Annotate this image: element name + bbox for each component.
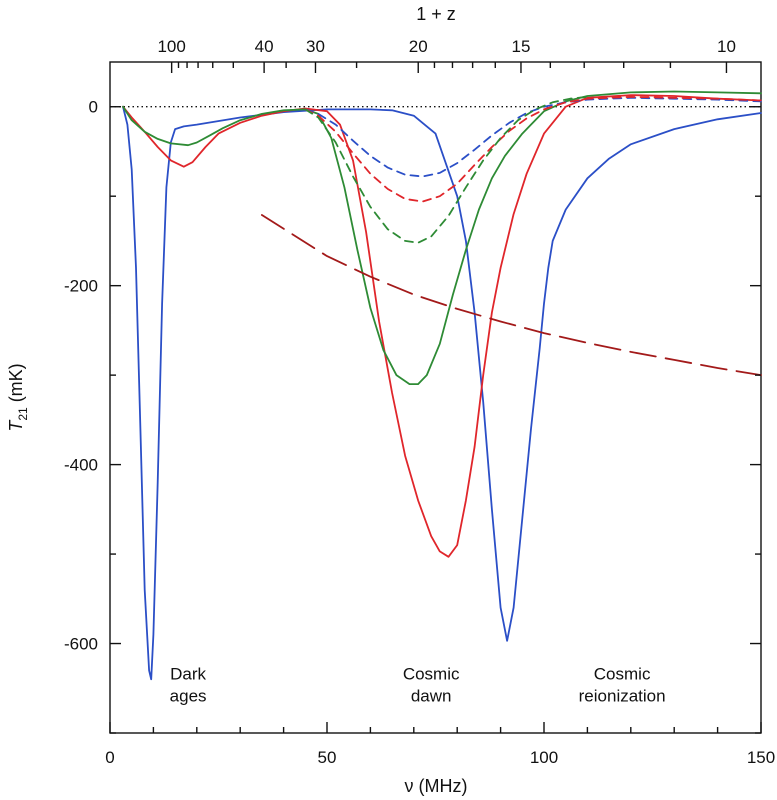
x-tick-label: 50 [318,748,337,767]
annotation-line: Cosmic [594,664,651,683]
x-tick-label: 0 [105,748,114,767]
phase-annotation-1: Dark ages [170,664,207,705]
series-layer [122,90,762,681]
top-tick-label: 100 [157,37,185,56]
annotation-line: dawn [411,686,452,705]
series-line-2 [122,94,762,558]
annotation-layer: Dark ages Cosmic dawn Cosmic reionization [170,664,666,705]
axes-layer: 0 50 100 150 0 -200 -400 -600 100 40 30 20 15 10 [64,37,775,767]
x-tick-label: 150 [747,748,775,767]
y-axis-symbol: T [6,419,26,432]
top-tick-label: 15 [512,37,531,56]
y-axis-unit: (mK) [6,363,26,407]
y-tick-label: -400 [64,456,98,475]
x-tick-label: 100 [530,748,558,767]
y-tick-label: 0 [89,98,98,117]
top-tick-label: 30 [306,37,325,56]
annotation-line: Dark [170,664,206,683]
phase-annotation-3: Cosmic reionization [579,664,666,705]
annotation-line: reionization [579,686,666,705]
top-axis-title: 1 + z [416,4,456,24]
series-line-1 [122,105,762,681]
y-tick-label: -600 [64,635,98,654]
series-line-6 [304,96,589,244]
phase-annotation-2: Cosmic dawn [403,664,460,705]
y-axis-title: T21 (mK) [6,363,30,431]
series-line-5 [304,96,762,203]
top-tick-label: 40 [255,37,274,56]
top-tick-label: 20 [409,37,428,56]
top-tick-label: 10 [717,37,736,56]
series-line-3 [122,90,762,385]
series-line-7 [261,214,762,376]
y-tick-label: -200 [64,277,98,296]
y-axis-subscript: 21 [16,407,30,421]
x-axis-title: ν (MHz) [405,776,468,796]
annotation-line: Cosmic [403,664,460,683]
annotation-line: ages [170,686,207,705]
plot-frame [109,61,762,734]
